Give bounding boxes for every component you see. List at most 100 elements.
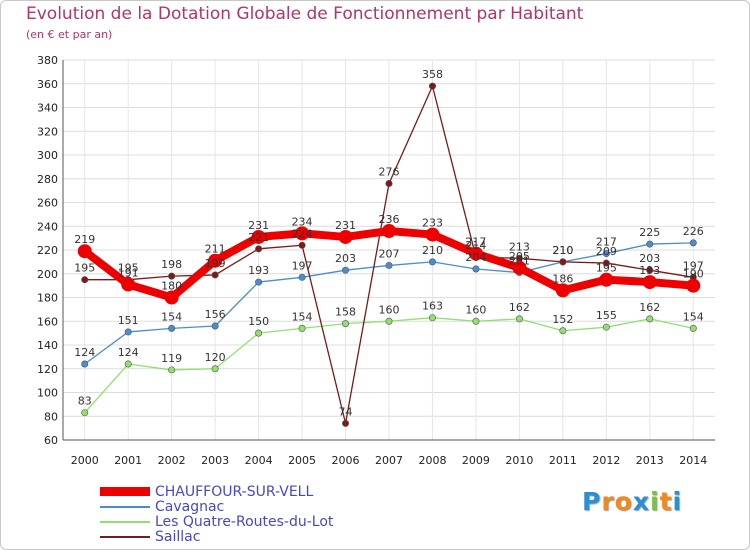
- logo-letter: t: [659, 487, 673, 516]
- data-label: 205: [509, 250, 530, 263]
- y-tick-label: 320: [37, 125, 58, 138]
- logo-letter: P: [582, 487, 602, 516]
- legend-label: Les Quatre-Routes-du-Lot: [155, 513, 334, 530]
- data-label: 234: [292, 215, 313, 228]
- data-point: [472, 317, 480, 325]
- x-tick-label: 2000: [71, 454, 99, 467]
- data-point: [602, 323, 610, 331]
- y-tick-label: 360: [37, 78, 58, 91]
- data-label: 226: [683, 225, 704, 238]
- data-label: 199: [205, 257, 226, 270]
- data-label: 162: [509, 301, 530, 314]
- data-point: [251, 229, 266, 244]
- data-point: [385, 261, 393, 269]
- data-point: [255, 245, 263, 253]
- data-point: [646, 266, 654, 274]
- data-label: 213: [509, 240, 530, 253]
- data-point: [425, 227, 440, 242]
- logo-letter: i: [650, 487, 660, 516]
- chart-title: Evolution de la Dotation Globale de Fonc…: [26, 4, 584, 24]
- legend-item: CHAUFFOUR-SUR-VELL: [100, 484, 333, 500]
- data-label: 195: [118, 262, 139, 275]
- logo-letter: o: [614, 487, 633, 516]
- data-label: 231: [248, 219, 269, 232]
- data-label: 193: [248, 264, 269, 277]
- y-tick-label: 300: [37, 149, 58, 162]
- data-point: [512, 260, 527, 275]
- data-point: [255, 329, 263, 337]
- data-point: [646, 315, 654, 323]
- data-label: 198: [161, 258, 182, 271]
- y-tick-label: 60: [44, 434, 58, 447]
- x-tick-label: 2010: [505, 454, 533, 467]
- data-point: [81, 360, 89, 368]
- proxiti-logo: Proxiti: [582, 487, 682, 516]
- data-label: 197: [292, 259, 313, 272]
- data-point: [295, 226, 310, 241]
- data-point: [168, 366, 176, 374]
- x-tick-label: 2013: [636, 454, 664, 467]
- data-label: 160: [465, 303, 486, 316]
- data-label: 154: [292, 310, 313, 323]
- y-tick-label: 340: [37, 102, 58, 115]
- data-label: 217: [596, 236, 617, 249]
- data-point: [298, 324, 306, 332]
- data-point: [298, 241, 306, 249]
- data-label: 358: [422, 68, 443, 81]
- data-label: 160: [379, 303, 400, 316]
- data-point: [646, 240, 654, 248]
- chart-subtitle: (en € et par an): [26, 28, 113, 41]
- x-tick-label: 2003: [201, 454, 229, 467]
- data-point: [255, 278, 263, 286]
- x-tick-label: 2002: [158, 454, 186, 467]
- data-label: 83: [78, 395, 92, 408]
- data-label: 210: [552, 244, 573, 257]
- data-point: [342, 266, 350, 274]
- data-point: [468, 246, 483, 261]
- legend-label: Cavagnac: [155, 498, 225, 515]
- data-label: 180: [161, 280, 182, 293]
- data-label: 211: [205, 243, 226, 256]
- data-label: 119: [161, 352, 182, 365]
- data-point: [602, 250, 610, 258]
- data-label: 204: [465, 251, 486, 264]
- data-point: [211, 365, 219, 373]
- legend-swatch: [100, 487, 150, 496]
- data-label: 197: [683, 259, 704, 272]
- data-point: [385, 180, 393, 188]
- data-label: 163: [422, 300, 443, 313]
- data-label: 231: [335, 219, 356, 232]
- data-point: [559, 258, 567, 266]
- data-point: [211, 322, 219, 330]
- data-label: 74: [339, 405, 353, 418]
- data-label: 201: [509, 255, 530, 268]
- data-label: 152: [552, 313, 573, 326]
- data-label: 203: [639, 252, 660, 265]
- data-label: 120: [205, 351, 226, 364]
- y-tick-label: 240: [37, 220, 58, 233]
- data-point: [428, 258, 436, 266]
- data-label: 214: [465, 239, 486, 252]
- data-label: 155: [596, 309, 617, 322]
- legend-item: Les Quatre-Routes-du-Lot: [100, 513, 334, 530]
- y-tick-label: 180: [37, 292, 58, 305]
- x-tick-label: 2001: [114, 454, 142, 467]
- data-point: [559, 327, 567, 335]
- x-tick-label: 2005: [288, 454, 316, 467]
- data-label: 209: [596, 245, 617, 258]
- data-point: [121, 277, 136, 292]
- data-point: [342, 419, 350, 427]
- data-point: [428, 82, 436, 90]
- legend-label: Saillac: [155, 528, 201, 545]
- data-point: [472, 265, 480, 273]
- data-label: 154: [161, 310, 182, 323]
- data-label: 124: [118, 346, 139, 359]
- data-point: [77, 244, 92, 259]
- data-point: [298, 273, 306, 281]
- data-label: 162: [639, 301, 660, 314]
- data-label: 236: [379, 213, 400, 226]
- y-tick-label: 160: [37, 315, 58, 328]
- data-point: [385, 317, 393, 325]
- data-point: [208, 253, 223, 268]
